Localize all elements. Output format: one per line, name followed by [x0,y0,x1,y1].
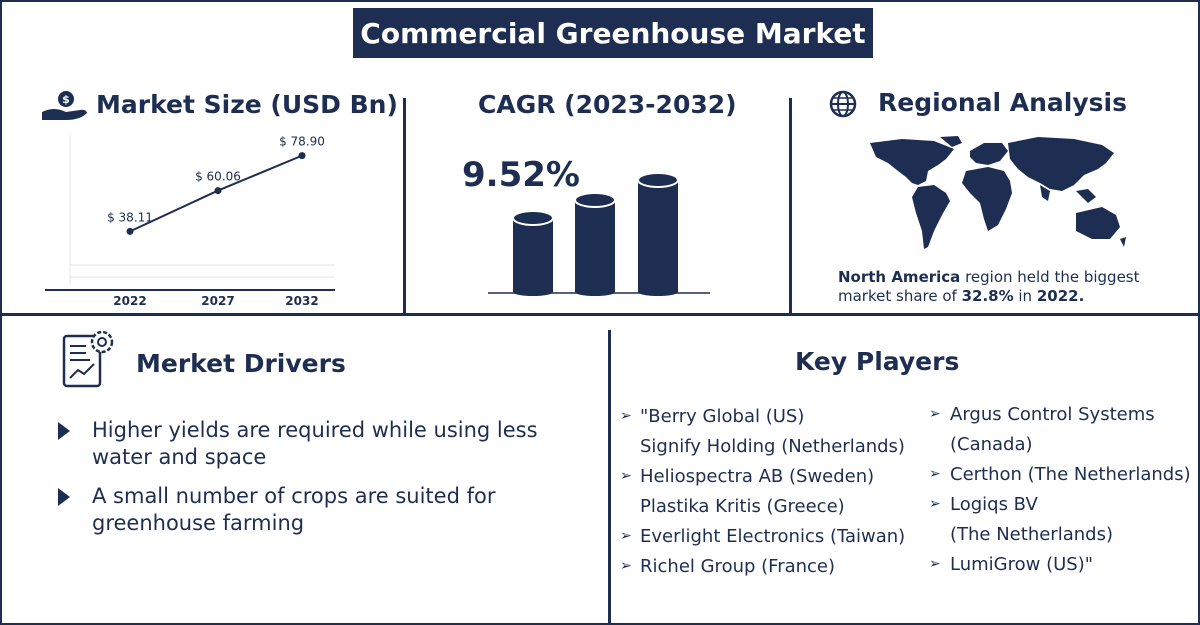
tablet-chart-gear-icon [62,330,114,388]
horizontal-divider [0,313,1200,316]
market-size-chart: $ 38.11 2022 $ 60.06 2027 $ 78.90 2032 [45,135,335,308]
divider-2 [789,98,792,313]
player-name: (Canada) [950,434,1033,455]
divider-1 [403,98,406,313]
data-label: $ 78.90 [279,135,325,149]
players-heading: Key Players [795,347,960,376]
cagr-value: 9.52% [462,155,580,195]
region-text-mid: region held the biggest market share of [838,268,1140,305]
chevron-right-icon: ➢ [620,528,632,544]
player-name: Heliospectra AB (Sweden) [640,466,875,487]
player-name: Argus Control Systems [950,404,1155,425]
x-tick-label: 2022 [113,294,146,308]
page-title: Commercial Greenhouse Market [353,8,873,58]
player-name: Richel Group (France) [640,556,836,577]
series-line [129,154,303,233]
player-name: LumiGrow (US)" [950,554,1093,575]
player-name: (The Netherlands) [950,524,1113,545]
cylinder-bars-graphic [488,172,710,296]
x-tick-label: 2032 [285,294,318,308]
driver-item: A small number of crops are suited for g… [58,483,558,537]
drivers-heading: Merket Drivers [136,349,346,378]
player-name: Certhon (The Netherlands) [950,464,1191,485]
chevron-right-icon: ➢ [929,496,941,512]
divider-3 [608,330,611,625]
driver-text: A small number of crops are suited for g… [92,484,496,535]
chevron-right-icon: ➢ [929,556,941,572]
cagr-heading: CAGR (2023-2032) [478,90,737,119]
player-name: Logiqs BV [950,494,1038,515]
region-share: 32.8% [961,287,1014,305]
data-point [298,152,306,160]
globe-icon [829,90,857,118]
bullet-arrow-icon [58,422,70,440]
player-name: Everlight Electronics (Taiwan) [640,526,906,547]
region-year: 2022. [1036,287,1085,305]
x-tick-label: 2027 [201,294,234,308]
driver-text: Higher yields are required while using l… [92,418,538,469]
driver-item: Higher yields are required while using l… [58,417,558,471]
player-name: Plastika Kritis (Greece) [640,496,845,517]
chevron-right-icon: ➢ [620,558,632,574]
player-name: Signify Holding (Netherlands) [640,436,905,457]
data-label: $ 60.06 [195,170,241,184]
regional-heading: Regional Analysis [878,88,1127,117]
world-map [870,136,1126,249]
market-size-heading: Market Size (USD Bn) [96,90,398,119]
region-name: North America [838,268,961,286]
chevron-right-icon: ➢ [929,466,941,482]
svg-text:$: $ [62,93,70,106]
data-point [126,227,134,235]
region-note: North America region held the biggest ma… [838,268,1178,306]
chevron-right-icon: ➢ [620,468,632,484]
data-label: $ 38.11 [107,210,153,224]
chevron-right-icon: ➢ [929,406,941,422]
chevron-right-icon: ➢ [620,408,632,424]
money-hand-icon: $ [42,91,87,120]
data-point [214,187,222,195]
region-text-in: in [1013,287,1037,305]
bullet-arrow-icon [58,488,70,506]
player-name: "Berry Global (US) [640,406,805,427]
